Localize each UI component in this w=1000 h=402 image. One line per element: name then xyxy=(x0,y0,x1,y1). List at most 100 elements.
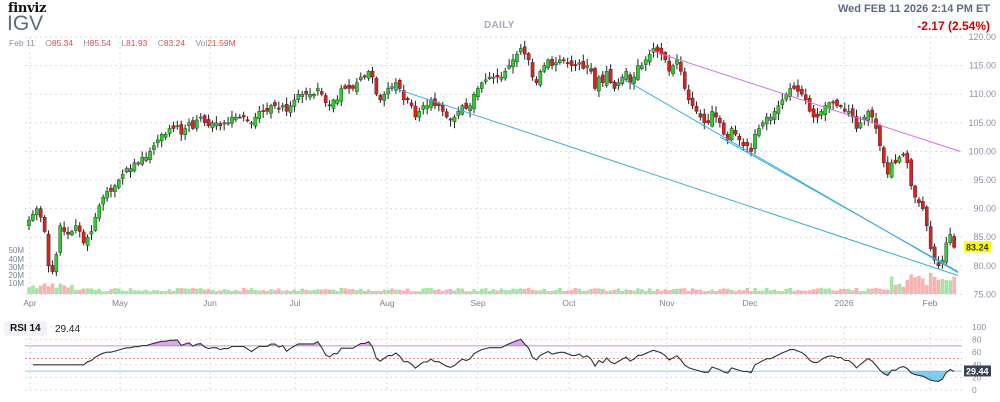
candle-body xyxy=(413,105,418,118)
price-axis-label: 95.00 xyxy=(973,175,996,185)
candle-body xyxy=(245,119,250,122)
volume-bar xyxy=(195,288,199,294)
volume-axis-label: 20M xyxy=(8,271,24,280)
volume-bar xyxy=(433,289,437,294)
volume-bar xyxy=(749,291,753,294)
volume-label: Vol xyxy=(195,38,208,48)
candle-body xyxy=(237,116,242,119)
volume-bar xyxy=(234,289,238,294)
candle-body xyxy=(671,65,675,74)
candle-body xyxy=(811,108,816,118)
candle-body xyxy=(741,141,746,146)
volume-bar xyxy=(819,287,824,294)
volume-bar xyxy=(846,288,851,294)
volume-bar xyxy=(42,283,47,294)
volume-bar xyxy=(316,289,320,294)
candle-body xyxy=(757,128,761,136)
candle-body xyxy=(796,85,800,92)
volume-bar xyxy=(733,291,738,294)
candle-body xyxy=(335,99,340,104)
candle-body xyxy=(686,89,691,101)
volume-bar xyxy=(308,290,312,294)
candle-body xyxy=(917,199,921,204)
candle-body xyxy=(718,118,722,123)
candle-body xyxy=(370,70,375,78)
candle-body xyxy=(292,99,297,107)
volume-bar xyxy=(277,288,281,294)
volume-bar xyxy=(304,289,308,294)
candle-body xyxy=(581,61,586,69)
volume-bar xyxy=(905,279,910,294)
candle-body xyxy=(819,111,824,116)
volume-bar xyxy=(718,289,722,294)
candle-body xyxy=(573,64,578,66)
candle-body xyxy=(50,265,55,272)
volume-bar xyxy=(608,290,613,294)
rsi-oversold-fill xyxy=(32,371,955,382)
volume-bar xyxy=(74,289,78,294)
volume-bar xyxy=(429,288,433,294)
candle-body xyxy=(156,139,160,143)
volume-axis-label: 50M xyxy=(8,246,24,255)
volume-bar xyxy=(222,289,226,294)
volume-bar xyxy=(710,289,714,294)
volume-bar xyxy=(58,283,63,294)
volume-bar xyxy=(347,289,351,294)
volume-bar xyxy=(917,275,921,294)
candle-body xyxy=(327,104,332,107)
candle-body xyxy=(167,128,172,134)
volume-bar xyxy=(522,288,527,294)
volume-bar xyxy=(323,289,328,294)
volume-bar xyxy=(952,276,956,294)
volume-bar xyxy=(901,286,906,294)
volume-bar xyxy=(663,289,668,294)
candle-body xyxy=(444,111,449,118)
candle-body xyxy=(214,122,219,127)
volume-bar xyxy=(776,290,781,294)
candle-body xyxy=(792,85,796,89)
volume-bar xyxy=(156,290,160,294)
candle-body xyxy=(839,105,843,107)
rsi-indicator-label[interactable]: RSI 14 xyxy=(4,321,47,336)
volume-bar xyxy=(874,287,878,294)
volume-bar xyxy=(651,290,656,294)
candle-body xyxy=(515,53,519,63)
candle-body xyxy=(589,68,593,72)
volume-bar xyxy=(768,290,773,294)
volume-bar xyxy=(761,290,765,294)
volume-bar xyxy=(796,289,800,294)
candle-body xyxy=(296,93,301,100)
candle-body xyxy=(113,185,117,192)
volume-bar xyxy=(909,274,913,294)
candle-body xyxy=(136,162,141,165)
candle-body xyxy=(198,116,203,119)
volume-bar xyxy=(319,289,324,294)
volume-axis-label: 30M xyxy=(8,263,24,272)
candle-body xyxy=(530,62,535,78)
candle-body xyxy=(640,65,644,69)
volume-bar xyxy=(487,290,492,294)
volume-bar xyxy=(671,288,675,294)
price-axis-label: 80.00 xyxy=(973,261,996,271)
candle-body xyxy=(362,75,367,78)
rsi-axis-label: 0 xyxy=(972,385,977,395)
candle-body xyxy=(398,80,402,89)
candle-body xyxy=(761,122,765,127)
finviz-logo[interactable]: finviz xyxy=(8,1,47,16)
candle-body xyxy=(163,134,168,138)
candle-body xyxy=(550,59,554,66)
candle-body xyxy=(374,77,379,95)
volume-bar xyxy=(464,291,468,294)
volume-bar xyxy=(437,289,441,294)
candle-body xyxy=(202,115,207,123)
candle-body xyxy=(124,168,129,173)
volume-bar xyxy=(66,287,70,294)
volume-bar xyxy=(331,289,336,294)
volume-bar xyxy=(725,288,730,294)
volume-bar xyxy=(89,288,94,294)
volume-bar xyxy=(515,289,519,294)
month-label: Jul xyxy=(290,298,301,308)
candle-body xyxy=(226,122,230,125)
volume-bar xyxy=(460,288,465,294)
